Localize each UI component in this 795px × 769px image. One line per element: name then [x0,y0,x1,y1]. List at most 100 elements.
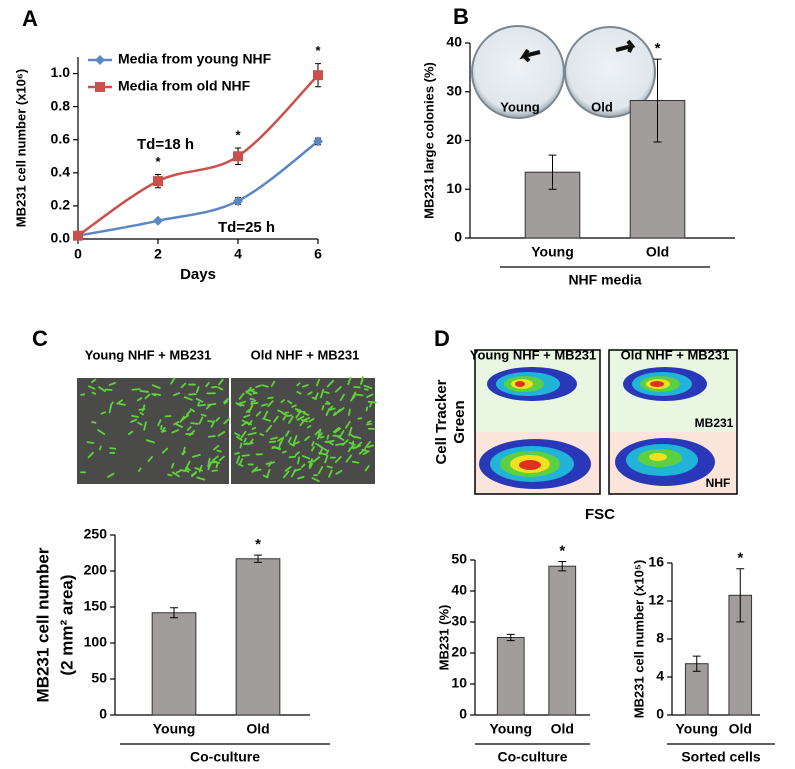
cell [241,419,251,425]
cell [324,454,329,464]
cell [293,468,302,473]
series-line [77,140,319,237]
cell [301,384,309,388]
cell [328,469,333,478]
cell [239,442,243,449]
legend-marker [95,55,105,65]
cell [308,458,313,468]
cell [181,451,186,455]
cell [131,414,139,418]
cell [323,391,330,394]
cell [268,440,277,444]
cell [236,400,247,406]
y-tick-label: 0 [454,229,462,245]
cell [184,466,189,472]
x-axis-label: Co-culture [190,749,260,765]
arrow [615,39,636,53]
image-label: Young [500,99,540,114]
cell [191,470,197,478]
flow-frame [608,349,738,495]
cell [185,410,192,416]
cell [236,435,243,441]
cell [296,456,301,465]
x-axis-label: Sorted cells [681,749,761,765]
x-axis-label: NHF media [568,272,641,288]
cell [157,419,162,427]
cell [326,434,330,440]
cell [317,466,324,475]
cell [239,458,244,465]
cell [198,416,204,425]
cell [294,408,302,412]
marker [73,230,83,241]
cell [192,453,201,458]
y-axis-label: MB231 large colonies (%) [421,62,436,219]
cell [245,388,255,393]
y-axis-label: (2 mm² area) [57,574,76,675]
cell [116,399,123,405]
cell [347,447,352,453]
y-axis-label: MB231 cell number [33,547,52,702]
bar [548,565,577,716]
cell [292,434,298,444]
annotation: Td=18 h [137,136,194,153]
cell [282,414,288,421]
cell [295,411,301,419]
cell [255,384,262,389]
marker [153,176,163,187]
cell [311,477,320,483]
cell [180,414,190,421]
cell [109,401,114,407]
y-axis-label: MB231 (%) [436,605,451,671]
cell [354,435,362,440]
y-tick-label: 0 [656,706,664,722]
cell [289,442,295,447]
cell [266,469,271,478]
gate-label: NHF [706,476,731,490]
y-tick-label: 0.2 [51,197,71,213]
bar [151,612,197,716]
cell [354,393,364,397]
cell [183,396,193,401]
y-tick-label: 0.8 [51,97,71,113]
legend-label: Media from young NHF [118,51,272,67]
y-tick-label: 0 [99,706,107,722]
cell [86,441,95,444]
cell [301,455,311,460]
cell [345,454,353,463]
cell [215,416,221,422]
cell [315,442,322,448]
cell [334,455,342,464]
cell [267,396,274,400]
cell [139,390,149,393]
x-tick-label: Young [531,244,574,260]
cell [151,384,161,389]
cell [367,444,375,449]
marker [313,136,323,147]
cell [262,474,269,479]
cell [287,414,293,417]
cell [179,469,186,472]
cell [218,378,224,386]
bar [496,637,525,716]
cell [297,475,305,480]
error-bar [170,607,178,619]
cell [302,412,310,416]
cell [296,382,301,387]
x-tick-label: 4 [234,246,242,262]
cell [223,400,229,405]
cell [326,379,335,388]
cell [241,454,250,457]
y-tick-label: 40 [451,582,467,598]
cell [288,455,297,459]
error-bar [692,655,701,672]
x-tick-label: Young [675,721,718,737]
cell [284,465,292,472]
cell [317,429,322,437]
panel-label: D [434,326,450,351]
cell [211,469,218,472]
cell [366,422,372,426]
cell [270,380,276,387]
